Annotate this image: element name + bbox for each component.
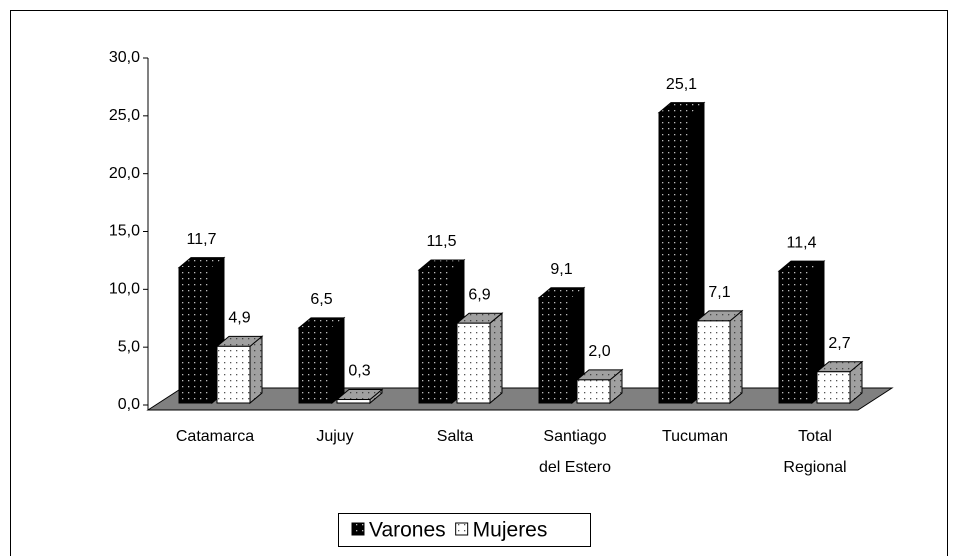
bar-front	[538, 297, 573, 404]
legend-label: Varones	[369, 519, 446, 542]
bar	[537, 286, 586, 405]
y-tick-label: 15,0	[109, 223, 140, 240]
value-label: 4,9	[228, 310, 250, 327]
value-label: 9,1	[550, 261, 572, 278]
y-tick-label: 5,0	[118, 338, 140, 355]
bar-side	[489, 312, 503, 405]
x-tick-label: Total Regional	[783, 428, 846, 476]
y-tick-label: 25,0	[109, 107, 140, 124]
x-tick-label: Santiago del Estero	[539, 428, 611, 476]
bar-front	[456, 322, 491, 404]
y-tick-label: 0,0	[118, 396, 140, 413]
bar	[575, 368, 624, 405]
bar	[215, 335, 264, 405]
bar	[777, 260, 826, 405]
value-label: 0,3	[348, 363, 370, 380]
bar-front	[778, 270, 813, 404]
x-tick-label: Tucuman	[662, 428, 728, 445]
y-tick-label: 30,0	[109, 49, 140, 66]
bar-front	[178, 267, 213, 404]
y-tick-label: 10,0	[109, 281, 140, 298]
bar-front	[696, 320, 731, 404]
bar-front	[336, 399, 371, 404]
bar	[455, 312, 504, 405]
value-label: 6,9	[468, 286, 490, 303]
value-label: 11,4	[787, 234, 817, 251]
legend-swatch	[351, 522, 365, 536]
x-tick-label: Catamarca	[176, 428, 254, 445]
bar-side	[249, 335, 263, 405]
bar-front	[298, 327, 333, 404]
value-label: 2,0	[588, 343, 610, 360]
bar-front	[816, 371, 851, 404]
value-label: 2,7	[828, 335, 850, 352]
value-label: 6,5	[310, 291, 332, 308]
value-label: 11,5	[427, 233, 457, 250]
bar-front	[576, 379, 611, 404]
bar	[815, 360, 864, 405]
bar-front	[418, 269, 453, 404]
bar-front	[216, 345, 251, 404]
legend-label: Mujeres	[473, 519, 548, 542]
bar-front	[658, 112, 693, 404]
bar-side	[729, 309, 743, 405]
x-tick-label: Jujuy	[316, 428, 353, 445]
bar	[177, 256, 226, 405]
value-label: 7,1	[708, 284, 730, 301]
bar	[695, 309, 744, 405]
value-label: 11,7	[187, 231, 217, 248]
bar	[417, 258, 466, 405]
y-tick-label: 20,0	[109, 165, 140, 182]
x-tick-label: Salta	[437, 428, 474, 445]
bar	[335, 388, 384, 405]
value-label: 25,1	[666, 76, 697, 93]
bar-side	[331, 316, 345, 405]
bar	[297, 316, 346, 405]
legend-swatch	[455, 522, 469, 536]
